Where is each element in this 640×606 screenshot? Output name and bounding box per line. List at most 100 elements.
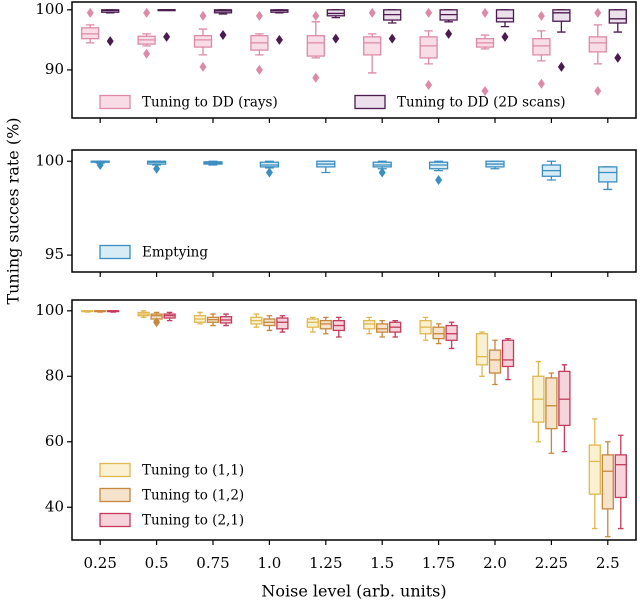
whisker	[537, 30, 546, 39]
box	[552, 9, 571, 22]
box	[306, 35, 325, 57]
box	[614, 454, 627, 499]
x-tick-label: 1.75	[422, 554, 455, 572]
whisker	[603, 181, 613, 191]
legend-label: Tuning to DD (rays)	[142, 95, 278, 111]
legend-label: Emptying	[142, 245, 208, 261]
box	[501, 339, 515, 368]
whisker	[593, 51, 603, 65]
whisker	[613, 23, 623, 33]
whisker	[323, 328, 329, 335]
whisker	[422, 333, 429, 341]
whisker	[605, 508, 611, 538]
flier	[368, 7, 376, 18]
whisker	[255, 50, 264, 56]
x-tick-label: 0.25	[83, 554, 116, 572]
whisker	[537, 54, 546, 62]
box	[193, 35, 213, 48]
x-tick-label: 2.0	[483, 554, 507, 572]
whisker	[618, 497, 624, 530]
whisker	[492, 339, 498, 351]
whisker	[479, 364, 485, 377]
box	[419, 36, 438, 59]
whisker	[592, 418, 598, 446]
x-tick-label: 1.25	[309, 554, 342, 572]
flier	[96, 160, 104, 171]
x-tick-label: 0.75	[196, 554, 229, 572]
plot-frame	[71, 299, 637, 541]
y-tick-label: 40	[45, 497, 64, 515]
whisker	[198, 47, 208, 56]
flier	[106, 36, 114, 47]
flier	[143, 48, 151, 59]
whisker	[593, 24, 603, 37]
flier	[481, 85, 489, 96]
flier	[143, 7, 151, 18]
flier	[614, 52, 622, 63]
box	[306, 318, 319, 328]
whisker	[424, 57, 433, 65]
x-axis-label: Noise level (arb. units)	[261, 582, 446, 601]
whisker	[500, 21, 510, 28]
y-tick-label: 100	[35, 301, 64, 319]
flier	[255, 10, 263, 21]
x-tick-label: 0.5	[145, 554, 169, 572]
flier	[255, 64, 263, 75]
box	[532, 38, 551, 56]
x-tick-label: 2.5	[596, 554, 620, 572]
flier	[481, 7, 489, 18]
legend-swatch	[99, 462, 131, 478]
flier	[86, 7, 94, 18]
box	[363, 36, 382, 56]
box	[363, 319, 376, 330]
flier	[388, 33, 396, 44]
box	[432, 326, 445, 340]
flier	[275, 34, 283, 45]
whisker	[379, 332, 385, 338]
box	[545, 377, 558, 430]
whisker	[435, 338, 442, 345]
y-tick-label: 60	[45, 432, 64, 450]
y-tick-label: 100	[35, 151, 64, 169]
flier	[378, 167, 386, 178]
flier	[594, 85, 602, 96]
y-tick-label: 100	[35, 0, 64, 18]
flier	[445, 28, 453, 39]
box	[495, 9, 515, 23]
flier	[312, 72, 320, 83]
flier	[153, 317, 161, 328]
legend: Tuning to (1,1) Tuning to (1,2) Tuning to …	[99, 462, 244, 529]
box	[588, 444, 601, 495]
whisker	[605, 441, 611, 455]
flier	[312, 10, 320, 21]
y-tick-label: 80	[45, 366, 64, 384]
box	[488, 349, 502, 374]
legend-swatch	[99, 512, 131, 528]
flier	[425, 7, 433, 18]
flier	[153, 163, 161, 174]
whisker	[367, 54, 377, 74]
y-tick-label: 95	[45, 245, 64, 263]
whisker	[492, 373, 498, 386]
whisker	[424, 30, 433, 37]
flier	[425, 79, 433, 90]
whisker	[310, 327, 316, 333]
whisker	[561, 425, 568, 453]
plot-frame	[71, 149, 637, 273]
box	[601, 454, 614, 510]
whisker	[505, 366, 511, 381]
flier	[199, 61, 207, 72]
whisker	[366, 328, 372, 335]
flier	[163, 31, 171, 42]
flier	[537, 78, 545, 89]
flier	[265, 167, 273, 178]
y-tick-label: 90	[45, 60, 64, 78]
legend-label: Tuning to DD (2D scans)	[397, 95, 566, 111]
legend-label: Tuning to (2,1)	[142, 513, 244, 529]
whisker	[548, 372, 555, 378]
legend: Tuning to DD (rays) Tuning to DD (2D scan…	[99, 95, 566, 111]
whisker	[392, 332, 398, 338]
box	[608, 9, 627, 24]
x-tick-label: 1.0	[257, 554, 281, 572]
